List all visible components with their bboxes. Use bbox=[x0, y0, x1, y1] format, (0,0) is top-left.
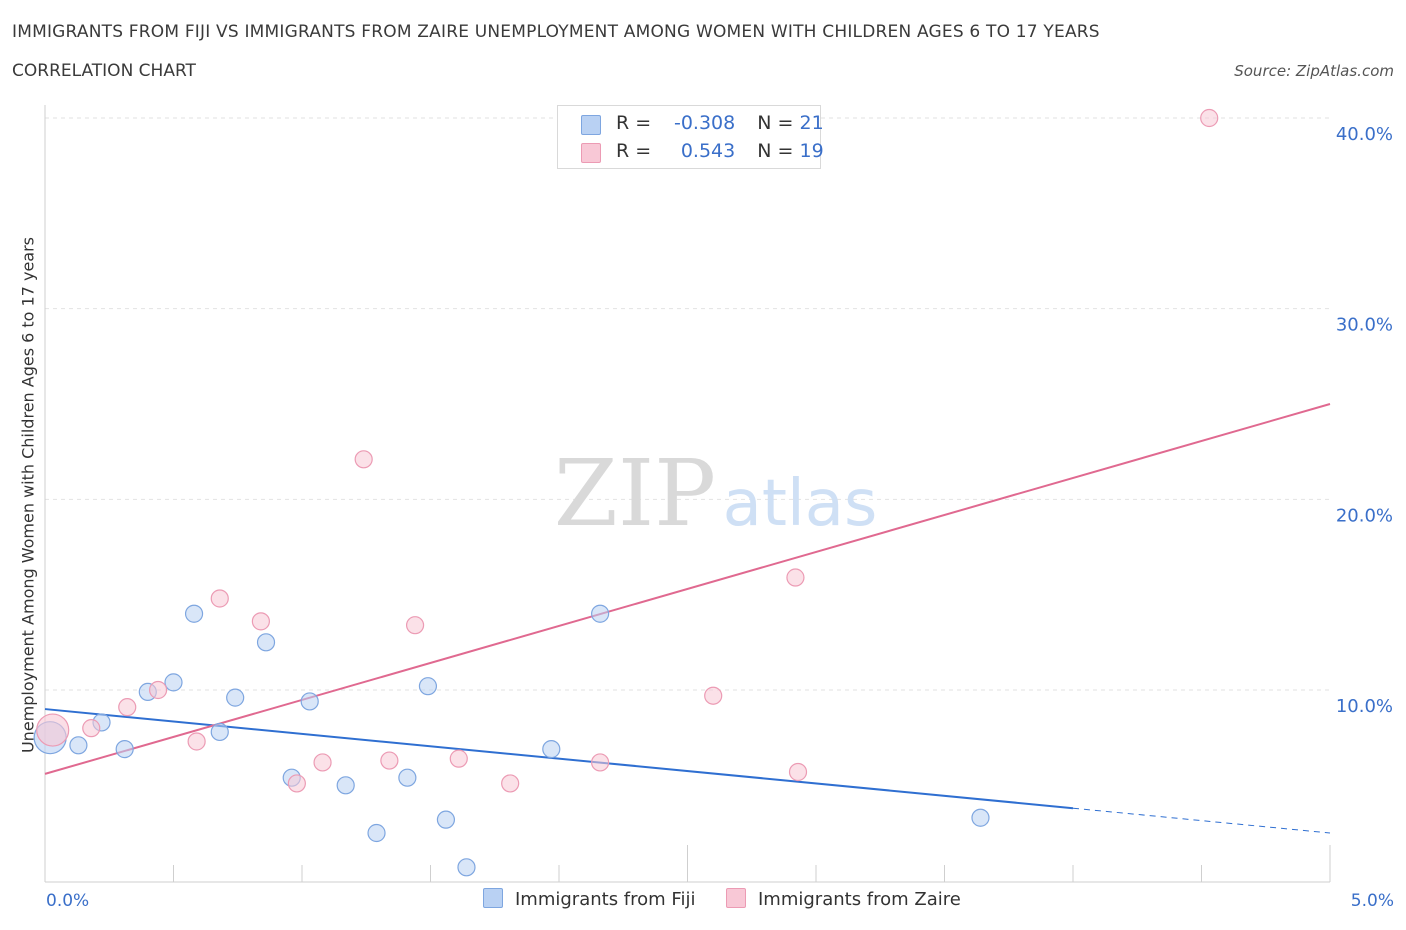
x-tick-min: 0.0% bbox=[46, 891, 90, 911]
fiji-data-point bbox=[256, 633, 276, 652]
zaire-data-point bbox=[210, 589, 229, 608]
legend-fiji-label: Immigrants from Fiji bbox=[515, 889, 696, 910]
source-credit: Source: ZipAtlas.com bbox=[1234, 62, 1394, 80]
y-tick-labels: 10.0% 20.0% 30.0% 40.0% bbox=[1336, 124, 1393, 717]
zaire-r-value: 0.543 bbox=[680, 140, 736, 162]
y-tick-label: 40.0% bbox=[1336, 124, 1393, 145]
fiji-data-point bbox=[398, 768, 417, 787]
series-legend: Immigrants from Fiji Immigrants from Zai… bbox=[0, 888, 1406, 918]
fiji-data-point bbox=[418, 677, 438, 696]
fiji-r-label: R = bbox=[616, 112, 652, 134]
zaire-data-point bbox=[405, 616, 425, 635]
axes bbox=[44, 105, 1331, 883]
y-tick-label: 30.0% bbox=[1336, 315, 1393, 336]
zaire-data-point bbox=[187, 732, 206, 751]
fiji-data-point bbox=[164, 673, 183, 692]
fiji-data-point bbox=[542, 740, 561, 759]
fiji-data-point bbox=[184, 604, 204, 623]
watermark-atlas: atlas bbox=[723, 467, 878, 541]
zaire-data-point bbox=[449, 749, 468, 768]
zaire-data-point bbox=[82, 719, 101, 738]
stats-legend: R = -0.308 N = 21 R = 0.543 N = 19 bbox=[557, 105, 824, 169]
zaire-data-point bbox=[287, 774, 306, 793]
zaire-n-value: 19 bbox=[799, 140, 824, 162]
legend-item-fiji[interactable]: Immigrants from Fiji bbox=[483, 888, 695, 910]
fiji-n-label: N = bbox=[757, 112, 794, 134]
fiji-data-point bbox=[336, 776, 355, 795]
fiji-n-value: 21 bbox=[799, 112, 824, 134]
watermark: ZIP atlas bbox=[554, 440, 877, 547]
zaire-data-point bbox=[148, 680, 168, 700]
data-points bbox=[33, 108, 1219, 877]
fiji-data-point bbox=[591, 604, 610, 623]
chart-title: IMMIGRANTS FROM FIJI VS IMMIGRANTS FROM … bbox=[12, 22, 1100, 42]
legend-item-zaire[interactable]: Immigrants from Zaire bbox=[726, 888, 961, 910]
zaire-trend-line bbox=[44, 403, 1331, 775]
zaire-data-point bbox=[788, 762, 808, 782]
zaire-data-point bbox=[786, 568, 805, 587]
zaire-n-label: N = bbox=[757, 140, 794, 162]
fiji-data-point bbox=[971, 808, 990, 827]
fiji-data-point bbox=[115, 740, 134, 759]
zaire-data-point bbox=[704, 686, 723, 705]
y-tick-label: 10.0% bbox=[1336, 696, 1393, 717]
zaire-data-point bbox=[354, 450, 373, 469]
fiji-swatch bbox=[581, 115, 601, 135]
fiji-data-point bbox=[226, 688, 245, 707]
fiji-data-point bbox=[457, 858, 476, 877]
zaire-r-label: R = bbox=[616, 140, 652, 162]
zaire-data-point bbox=[380, 751, 399, 770]
fiji-data-point bbox=[367, 823, 386, 843]
zaire-data-point bbox=[313, 753, 332, 772]
zaire-data-point bbox=[118, 698, 137, 717]
chart-subtitle: CORRELATION CHART bbox=[12, 61, 196, 81]
zaire-data-point bbox=[36, 713, 70, 747]
watermark-zip: ZIP bbox=[554, 440, 716, 547]
fiji-trend-extension bbox=[1072, 807, 1331, 834]
fiji-data-point bbox=[436, 810, 456, 829]
fiji-data-point bbox=[300, 692, 319, 711]
zaire-data-point bbox=[1200, 108, 1219, 128]
legend-fiji-swatch bbox=[483, 888, 503, 908]
grid-lines bbox=[45, 117, 1330, 691]
fiji-r-value: -0.308 bbox=[673, 112, 736, 134]
fiji-data-point bbox=[69, 736, 88, 755]
fiji-trend-line bbox=[44, 708, 1074, 810]
x-tick-max: 5.0% bbox=[1350, 891, 1394, 911]
y-tick-label: 20.0% bbox=[1336, 505, 1393, 526]
legend-zaire-swatch bbox=[726, 888, 746, 908]
fiji-data-point bbox=[210, 722, 229, 742]
zaire-data-point bbox=[251, 612, 270, 631]
zaire-data-point bbox=[591, 753, 610, 772]
zaire-data-point bbox=[501, 774, 520, 793]
zaire-swatch bbox=[581, 143, 601, 163]
legend-zaire-label: Immigrants from Zaire bbox=[758, 889, 961, 910]
